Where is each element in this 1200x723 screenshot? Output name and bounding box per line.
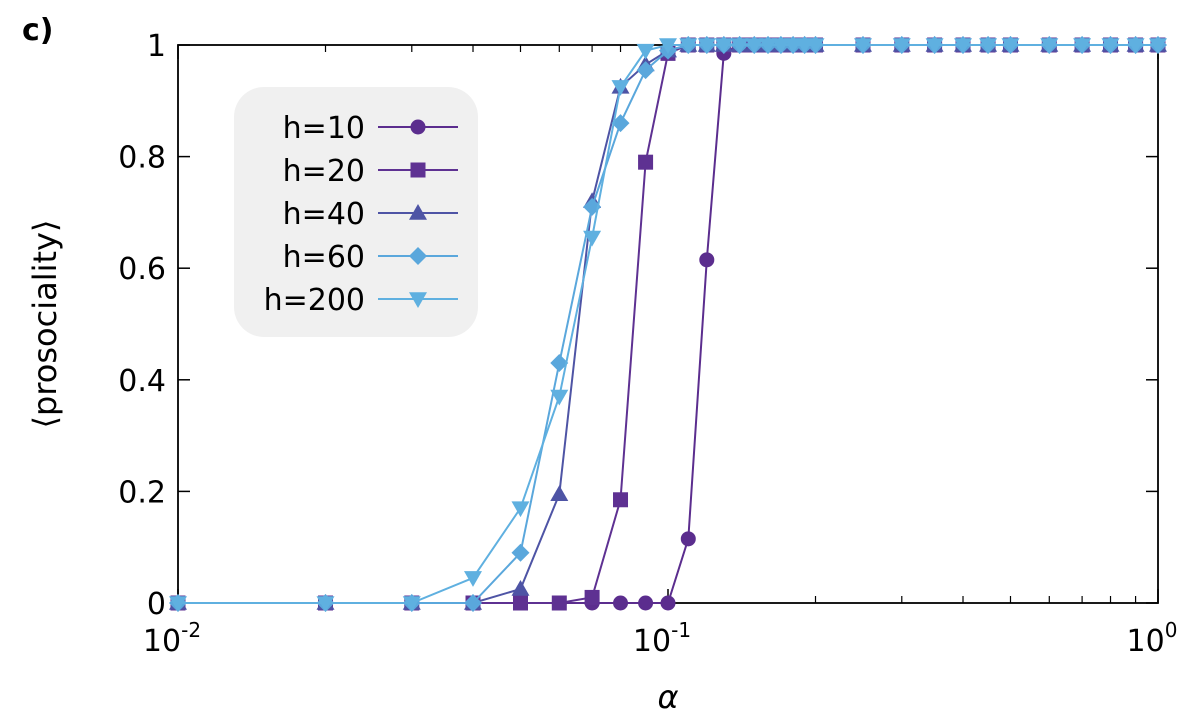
data-point-h=200-25 [1001,38,1020,54]
x-tick-label-0: 10-2 [143,618,201,659]
data-point-h=200-27 [1073,38,1092,54]
panel-label: c) [22,13,54,48]
data-point-h=200-20 [853,38,872,54]
legend-marker-h=10 [410,119,426,135]
legend-marker-h=60 [409,247,427,265]
legend-box [234,87,478,337]
data-point-h=20-4 [512,595,528,611]
data-point-h=200-28 [1101,38,1120,54]
series-h=200 [169,38,1167,612]
legend-label-h=10: h=10 [283,111,365,146]
data-point-h=200-13 [730,38,749,54]
data-point-h=200-21 [892,38,911,54]
data-point-h=200-10 [679,38,698,54]
data-point-h=200-22 [925,38,944,54]
y-tick-label-0: 0 [147,587,166,622]
data-point-h=60-4 [511,543,530,562]
data-point-h=60-7 [611,114,630,133]
legend-marker-h=40 [409,204,427,220]
legend-marker-h=200 [409,292,427,308]
data-point-h=200-11 [697,38,716,54]
data-point-h=200-5 [550,389,569,406]
data-point-h=200-7 [611,80,630,96]
data-point-h=200-0 [169,596,187,612]
data-point-h=40-4 [511,580,530,596]
data-point-h=200-6 [583,230,602,247]
data-point-h=20-8 [638,154,654,170]
data-point-h=200-8 [636,43,655,60]
data-point-h=200-1 [316,596,335,612]
data-point-h=20-5 [551,595,567,611]
plot-area: 0 0.2 0.4 0.6 0.8 1 10-2 10-1 100 [118,29,1177,659]
data-point-h=200-2 [402,596,421,612]
data-point-h=10-7 [613,595,629,611]
data-point-h=20-7 [613,492,629,508]
data-point-h=200-9 [659,38,677,54]
data-point-h=60-8 [636,61,655,80]
legend-label-h=200: h=200 [264,283,365,318]
data-point-h=60-3 [464,594,483,612]
data-point-h=40-5 [550,485,569,501]
legend-label-h=20: h=20 [283,154,365,189]
y-tick-label-4: 0.8 [118,141,166,176]
x-tick-label-1: 10-1 [633,618,691,659]
y-tick-label-5: 1 [147,29,166,64]
legend-marker-h=20 [410,162,426,178]
data-point-h=200-4 [511,501,530,518]
data-point-h=60-5 [550,354,569,373]
data-point-h=200-15 [759,38,778,54]
data-point-h=10-11 [699,252,715,268]
data-point-h=200-26 [1040,38,1059,54]
legend-label-h=60: h=60 [283,240,365,275]
data-point-h=20-6 [584,589,600,605]
y-tick-label-2: 0.4 [118,364,166,399]
legend: h=10 h=20 h=40 h=60 h=200 [234,87,478,337]
y-tick-label-1: 0.2 [118,475,166,510]
data-point-h=200-16 [771,38,790,54]
data-point-h=200-19 [806,38,825,54]
data-point-h=10-10 [680,531,696,547]
data-point-h=10-8 [638,595,654,611]
legend-label-h=40: h=40 [283,197,365,232]
data-point-h=200-30 [1149,38,1167,54]
data-point-h=200-14 [745,38,764,54]
data-point-h=200-23 [954,38,973,54]
data-point-h=200-29 [1126,38,1145,54]
y-axis-title: ⟨prosociality⟩ [26,220,64,429]
data-point-h=10-9 [660,595,676,611]
data-point-h=200-17 [784,38,803,54]
data-point-h=200-24 [979,38,998,54]
data-point-h=200-3 [464,571,483,587]
y-tick-label-3: 0.6 [118,252,166,287]
data-point-h=200-12 [714,38,733,54]
x-tick-label-2: 100 [1127,618,1178,659]
x-axis-title: α [657,678,678,716]
